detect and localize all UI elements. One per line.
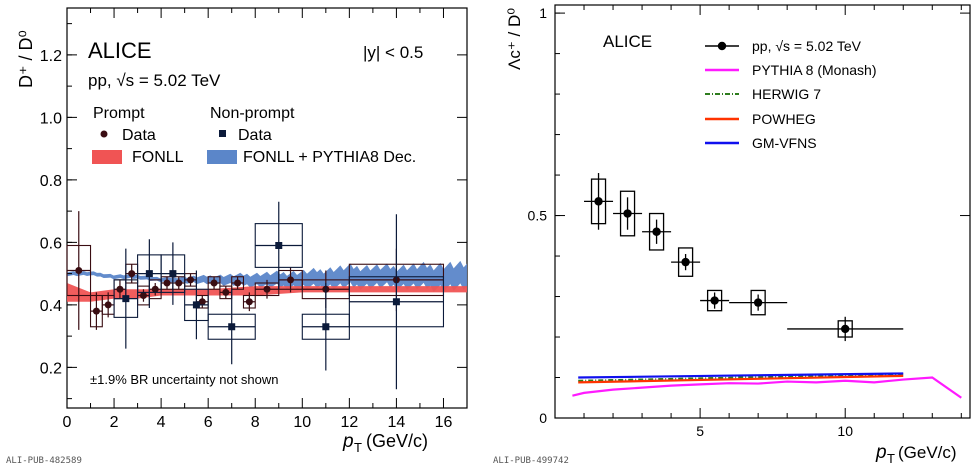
left-rapidity-label: |y| < 0.5 (363, 43, 423, 62)
nonprompt-data-point (169, 270, 177, 278)
right-x-tick-label-10: 10 (837, 423, 853, 439)
right-y-tick-label: 0.5 (528, 208, 548, 224)
prompt-data-point (263, 285, 271, 293)
prompt-data-point (222, 288, 230, 296)
right-plot-frame (554, 4, 971, 419)
nonprompt-data-point (322, 323, 330, 331)
prompt-data-point (187, 276, 195, 284)
prompt-data-point (163, 279, 171, 287)
left-x-tick-label-12: 12 (340, 414, 358, 431)
prompt-data-point (287, 276, 295, 284)
legend-nonprompt-header: Non-prompt (210, 105, 295, 122)
left-plot-frame (66, 7, 468, 409)
legend-fonll-pythia-label: FONLL + PYTHIA8 Dec. (243, 149, 416, 166)
legend-nonprompt-data-marker (219, 130, 226, 137)
legend-nonprompt-data-label: Data (238, 127, 272, 144)
nonprompt-data-point (192, 301, 200, 309)
model-line-3 (578, 372, 904, 379)
left-y-tick-label: 1.0 (40, 110, 62, 127)
prompt-data-point (210, 279, 218, 287)
left-footer: ALI-PUB-482589 (6, 456, 82, 466)
left-x-tick-label-16: 16 (435, 414, 453, 431)
right-ylabel: Λc⁺ / D⁰ (505, 8, 524, 70)
nonprompt-data-point (122, 295, 130, 303)
right-x-tick-label-5: 5 (696, 423, 704, 439)
left-x-tick-label-10: 10 (293, 414, 311, 431)
lambda-data-point (652, 227, 661, 236)
left-xlabel-p: p (342, 431, 354, 452)
legend-powheg-label: POWHEG (752, 111, 816, 127)
left-y-tick-label: 0.4 (40, 298, 62, 315)
prompt-data-point (234, 279, 242, 287)
nonprompt-data-point (275, 242, 283, 249)
left-experiment-label: ALICE (88, 38, 152, 63)
lambda-data-point (681, 257, 690, 267)
left-xlabel-sub: T (354, 440, 362, 455)
model-line-0 (572, 376, 962, 399)
model-line-2 (578, 374, 904, 384)
nonprompt-data-point (145, 270, 153, 278)
right-model-lines (572, 372, 962, 399)
left-x-tick-label-2: 2 (110, 414, 119, 431)
prompt-data-point (116, 285, 124, 293)
nonprompt-data-point (392, 298, 400, 306)
prompt-data-point (92, 307, 100, 315)
left-br-note: ±1.9% BR uncertainty not shown (90, 372, 279, 387)
right-axes: 5 10 0 0.5 1 (528, 5, 970, 439)
legend-fonll-swatch (92, 150, 122, 164)
lambda-data-point (841, 324, 850, 334)
legend-prompt-data-marker (100, 130, 108, 138)
prompt-data-point (104, 301, 112, 309)
left-y-tick-label: 1.2 (40, 48, 62, 65)
right-y-tick-label: 1 (539, 5, 547, 21)
legend-gmvfns-label: GM-VFNS (752, 135, 817, 151)
left-x-tick-label-0: 0 (63, 414, 72, 431)
prompt-data-point (151, 285, 159, 293)
lambda-data-point (623, 209, 632, 218)
left-system-label: pp, √s = 5.02 TeV (88, 71, 221, 90)
prompt-data-point (175, 279, 183, 287)
legend-data-marker (717, 41, 727, 51)
left-y-tick-label: 0.8 (40, 173, 62, 190)
left-data-marks (66, 201, 445, 390)
left-x-tick-label-14: 14 (388, 414, 406, 431)
legend-data-label: pp, √s = 5.02 TeV (752, 38, 862, 54)
left-x-tick-label-8: 8 (251, 414, 260, 431)
nonprompt-data-point (228, 323, 236, 331)
right-xlabel-unit: (GeV/c) (898, 443, 957, 462)
prompt-data-point (75, 267, 83, 274)
legend-prompt-header: Prompt (93, 105, 145, 122)
left-axes: 0 2 4 6 8 10 12 14 16 0.2 0.4 0.6 0.8 1.0 1.2 (40, 8, 468, 431)
left-x-tick-label-4: 4 (157, 414, 166, 431)
prompt-data-point (198, 298, 206, 306)
lambda-data-point (594, 197, 603, 206)
legend-prompt-data-label: Data (122, 127, 156, 144)
left-y-tick-label: 0.2 (40, 360, 62, 377)
legend-herwig-label: HERWIG 7 (752, 86, 821, 102)
legend-fonll-label: FONLL (132, 149, 184, 166)
model-line-1 (578, 373, 904, 382)
fonll-pythia-band (67, 260, 467, 293)
right-y-tick-label: 0 (539, 410, 547, 426)
left-xlabel-unit: (GeV/c) (366, 431, 428, 451)
prompt-data-point (128, 270, 136, 278)
prompt-data-point (139, 292, 147, 299)
right-experiment-label: ALICE (603, 32, 652, 51)
lambda-data-point (753, 298, 763, 307)
prompt-data-point (245, 298, 253, 306)
right-data-marks (584, 173, 904, 342)
lambda-data-point (710, 296, 719, 305)
left-ylabel: D⁺ / D⁰ (16, 30, 36, 88)
right-footer: ALI-PUB-499742 (493, 456, 569, 466)
left-y-tick-label: 0.6 (40, 235, 62, 252)
legend-pythia-label: PYTHIA 8 (Monash) (752, 62, 877, 78)
left-x-tick-label-6: 6 (204, 414, 213, 431)
legend-fonll-pythia-swatch (207, 150, 237, 164)
right-xlabel-sub: T (887, 451, 895, 466)
right-xlabel-p: p (875, 442, 887, 463)
